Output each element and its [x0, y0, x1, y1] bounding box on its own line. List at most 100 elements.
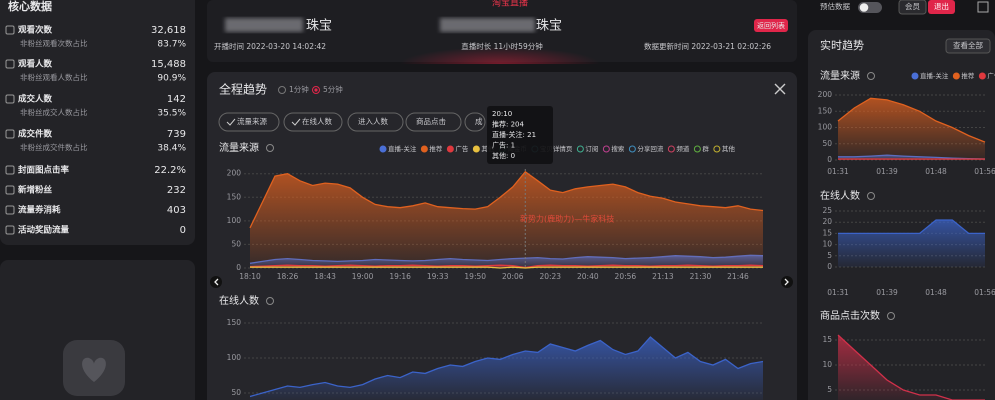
radio-label[interactable]: 5分钟 — [323, 84, 343, 94]
legend-label[interactable]: 宝贝详情页 — [540, 144, 573, 153]
logout-label[interactable]: 退出 — [934, 1, 949, 11]
nav-arrow[interactable] — [210, 276, 222, 288]
legend-label[interactable]: 订阅 — [585, 145, 598, 153]
row-label: 封面图点击率 — [18, 165, 70, 176]
tab-label[interactable]: 进入人数 — [358, 116, 388, 126]
legend-label[interactable]: 广告 — [455, 144, 469, 153]
tooltip-line-text: 广告: 1 — [492, 141, 515, 150]
legend-marker[interactable] — [952, 72, 960, 80]
nav-chevron — [784, 278, 789, 286]
radio[interactable] — [278, 86, 286, 94]
legend-marker[interactable] — [713, 145, 721, 153]
legend-marker[interactable] — [978, 72, 986, 80]
header-glow — [400, 30, 600, 64]
logout-button[interactable] — [928, 0, 955, 14]
legend-label[interactable]: 频道 — [676, 144, 690, 153]
legend-label[interactable]: 推荐 — [429, 144, 443, 153]
core-title: 核心数据 — [8, 0, 52, 13]
legend-label[interactable]: 其他 — [722, 144, 736, 153]
legend-label[interactable]: 推荐 — [961, 71, 975, 80]
realtime-panel — [808, 30, 995, 400]
legend-marker[interactable] — [693, 145, 701, 153]
row-value: 739 — [167, 129, 186, 140]
legend-marker[interactable] — [446, 145, 454, 153]
chart-title: 在线人数 — [219, 294, 259, 307]
member-button[interactable] — [898, 0, 927, 15]
row-value: 22.2% — [154, 165, 186, 176]
legend-label[interactable]: 直播-关注 — [920, 71, 949, 80]
legend-label[interactable]: 群 — [702, 144, 709, 153]
row-icon — [5, 129, 15, 139]
row-icon — [5, 165, 15, 175]
x-tick-label: 18:43 — [314, 272, 336, 281]
y-tick-label: 0 — [236, 263, 241, 272]
x-tick-label: 20:06 — [502, 272, 524, 281]
tooltip-line-text: 推荐: 204 — [492, 120, 524, 129]
legend-label[interactable]: 分享回流 — [637, 144, 664, 153]
y-tick-label: 5 — [827, 385, 832, 394]
legend-label[interactable]: 直播-关注 — [388, 144, 417, 153]
x-tick-label: 01:39 — [876, 288, 898, 297]
y-tick-label: 100 — [227, 216, 242, 225]
x-tick-label: 20:56 — [615, 272, 637, 281]
row-icon — [5, 94, 15, 104]
tab[interactable] — [464, 112, 486, 132]
legend-marker[interactable] — [667, 145, 675, 153]
view-all-button[interactable] — [945, 38, 991, 54]
list-button[interactable] — [754, 19, 788, 32]
row-icon — [5, 225, 15, 235]
legend-marker[interactable] — [472, 145, 480, 153]
legend-marker[interactable] — [911, 72, 919, 80]
legend-label[interactable]: 广告 — [987, 71, 995, 80]
tab[interactable] — [283, 112, 343, 132]
row-label: 成交人数 — [18, 94, 53, 105]
tab[interactable] — [218, 112, 280, 132]
row-label: 流量券消耗 — [18, 205, 61, 216]
exit-icon[interactable] — [977, 1, 989, 13]
y-tick-label: 50 — [231, 239, 241, 248]
close-button[interactable] — [774, 83, 786, 95]
tab-label[interactable]: 在线人数 — [302, 116, 332, 126]
tab[interactable] — [347, 112, 404, 132]
nav-arrow[interactable] — [781, 276, 793, 288]
trend-title: 全程趋势 — [219, 82, 267, 97]
annotation: 新势力(鹿助力)—牛家科技 — [520, 214, 614, 224]
row-icon — [5, 185, 15, 195]
row-label: 成交件数 — [18, 129, 53, 140]
series-line — [249, 264, 764, 269]
row-value: 403 — [167, 205, 186, 216]
member-label[interactable]: 会员 — [905, 1, 920, 11]
legend-marker[interactable] — [420, 145, 428, 153]
radio-dot — [314, 88, 318, 92]
chart-title: 商品点击次数 — [820, 309, 880, 322]
y-tick-label: 200 — [818, 90, 833, 99]
legend-marker[interactable] — [576, 145, 584, 153]
tab-label[interactable]: 流量来源 — [237, 116, 267, 126]
x-tick-label: 18:10 — [239, 272, 261, 281]
row-value: 83.7% — [157, 40, 186, 50]
y-tick-label: 100 — [227, 353, 242, 362]
radio-selected[interactable] — [312, 86, 320, 94]
tab[interactable] — [405, 112, 462, 132]
y-tick-label: 10 — [822, 360, 832, 369]
legend-marker[interactable] — [628, 145, 636, 153]
radio-label[interactable]: 1分钟 — [289, 84, 309, 94]
x-tick-label: 01:56 — [974, 288, 995, 297]
x-tick-label: 20:40 — [577, 272, 599, 281]
toggle-knob — [859, 3, 869, 12]
tab-label[interactable]: 成 — [475, 116, 483, 126]
legend-marker[interactable] — [602, 145, 610, 153]
y-tick-label: 150 — [227, 192, 242, 201]
tab-label[interactable]: 商品点击 — [416, 116, 446, 126]
row-icon — [5, 205, 15, 215]
series-area — [838, 98, 985, 160]
x-tick-label: 01:31 — [827, 288, 849, 297]
view-all-label[interactable]: 查看全部 — [953, 40, 983, 50]
series-line — [250, 266, 763, 269]
blurred-name — [225, 18, 303, 32]
legend-marker[interactable] — [379, 145, 387, 153]
list-button-label[interactable]: 返回列表 — [757, 21, 785, 30]
legend-label[interactable]: 搜索 — [611, 144, 625, 153]
core-panel — [0, 0, 195, 245]
